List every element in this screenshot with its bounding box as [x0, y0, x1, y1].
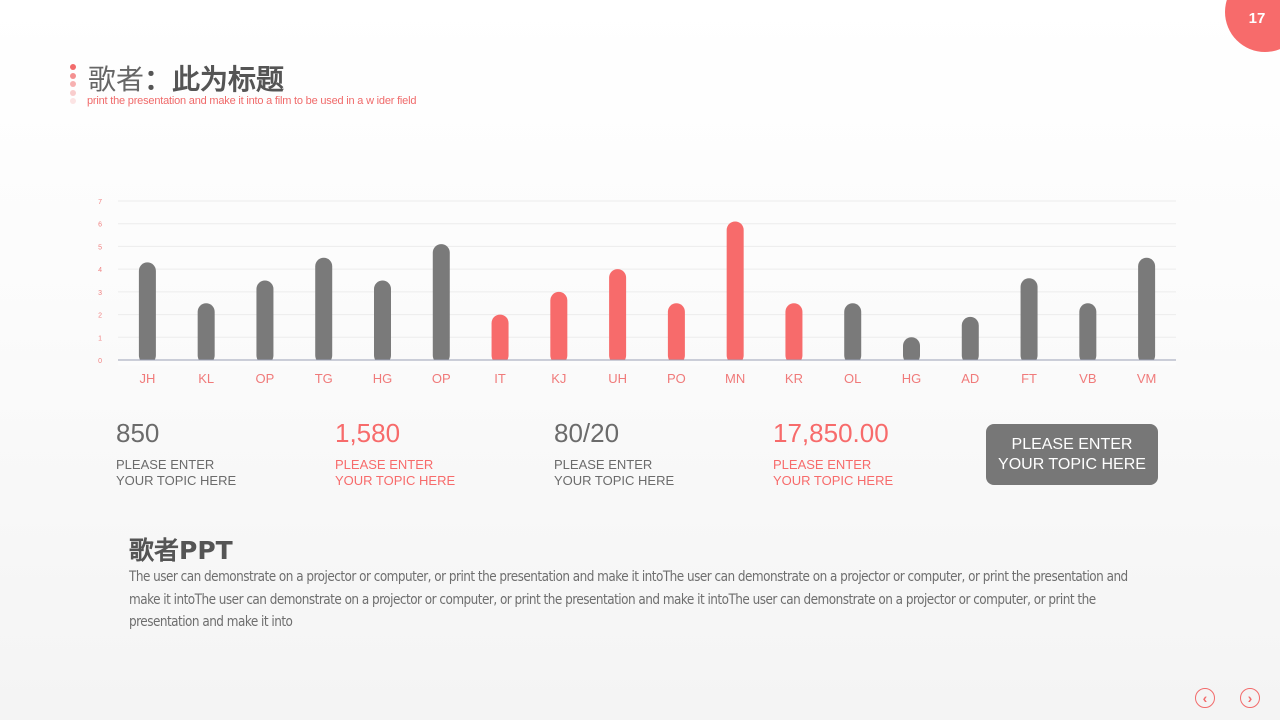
bar [667, 303, 685, 364]
y-tick-label: 1 [98, 335, 102, 342]
x-tick-label: HG [373, 371, 393, 386]
x-tick-label: OL [844, 371, 861, 386]
stat-4: 17,850.00 PLEASE ENTER YOUR TOPIC HERE [773, 415, 953, 489]
y-tick-label: 6 [98, 222, 102, 229]
title-part-1: 歌者 [88, 63, 145, 96]
y-tick-label: 4 [98, 267, 102, 274]
bar [844, 303, 862, 364]
bar [903, 337, 920, 364]
stat-value: 17,850.00 [773, 418, 889, 448]
body-title: 歌者PPT [129, 536, 233, 565]
x-tick-label: UH [608, 371, 627, 386]
y-tick-label: 0 [98, 358, 102, 365]
y-tick-label: 3 [98, 290, 102, 297]
y-tick-label: 5 [98, 244, 102, 251]
stat-2: 1,580 PLEASE ENTER YOUR TOPIC HERE [335, 415, 515, 489]
x-tick-label: KR [785, 371, 803, 386]
stat-value: 850 [116, 418, 160, 448]
title-dots-decoration [70, 64, 78, 107]
bar [550, 291, 568, 364]
x-tick-label: VM [1137, 371, 1157, 386]
bar [785, 303, 803, 364]
title-separator: ： [144, 63, 173, 96]
bar [491, 314, 509, 364]
title-part-2: 此为标题 [172, 63, 285, 96]
x-tick-label: KL [198, 371, 214, 386]
bar [315, 257, 333, 364]
stat-label: PLEASE ENTER YOUR TOPIC HERE [116, 457, 237, 488]
bar [138, 262, 156, 364]
stat-value: 80/20 [554, 418, 620, 448]
y-tick-label: 7 [98, 199, 102, 206]
x-tick-label: HG [902, 371, 922, 386]
bar [1079, 303, 1097, 364]
x-tick-label: OP [256, 371, 275, 386]
bar [961, 316, 979, 364]
x-tick-label: FT [1021, 371, 1037, 386]
bar [432, 244, 450, 364]
page-subtitle: print the presentation and make it into … [87, 95, 417, 107]
x-tick-label: MN [725, 371, 745, 386]
body-text: The user can demonstrate on a projector … [129, 569, 1128, 630]
stat-label: PLEASE ENTER YOUR TOPIC HERE [773, 457, 894, 488]
x-tick-label: KJ [551, 371, 566, 386]
chevron-right-icon[interactable]: › [1240, 688, 1260, 708]
x-tick-label: AD [961, 371, 979, 386]
stat-label: PLEASE ENTER YOUR TOPIC HERE [554, 457, 675, 488]
bar [609, 269, 627, 364]
chevron-left-icon[interactable]: ‹ [1195, 688, 1215, 708]
x-tick-label: VB [1079, 371, 1096, 386]
bar [1020, 278, 1038, 364]
bar-chart: 0 1 2 3 4 5 6 7 JH KL OP TG HG OP IT KJ UH PO MN KR OL HG AD FT… [98, 199, 1176, 386]
stat-3: 80/20 PLEASE ENTER YOUR TOPIC HERE [554, 415, 734, 489]
stat-value: 1,580 [335, 418, 401, 448]
bar [374, 280, 391, 364]
x-tick-label: JH [139, 371, 155, 386]
bar [726, 221, 744, 364]
topic-button[interactable]: PLEASE ENTER YOUR TOPIC HERE [986, 424, 1158, 485]
bar [1138, 257, 1156, 364]
x-tick-label: IT [494, 371, 506, 386]
x-tick-label: PO [667, 371, 686, 386]
stat-label: PLEASE ENTER YOUR TOPIC HERE [335, 457, 456, 488]
page-number: 17 [1248, 10, 1266, 27]
axis-mask [118, 360, 1176, 366]
bar [197, 303, 215, 364]
x-tick-label: TG [315, 371, 333, 386]
x-tick-label: OP [432, 371, 451, 386]
bar [256, 280, 274, 364]
y-tick-label: 2 [98, 313, 102, 320]
page-title: 歌者：此为标题 [88, 58, 284, 98]
stat-1: 850 PLEASE ENTER YOUR TOPIC HERE [116, 415, 296, 489]
